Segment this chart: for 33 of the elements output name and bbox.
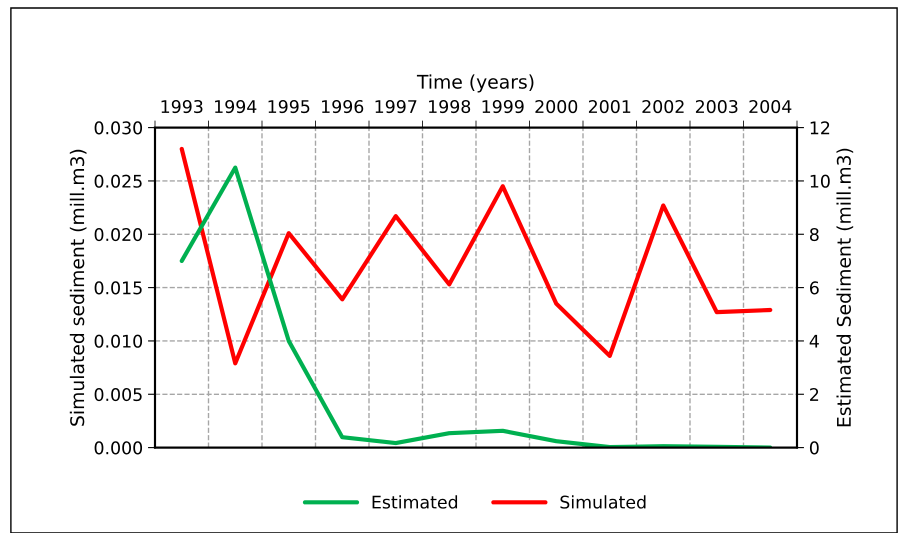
- y-tick-label: 0.005: [94, 388, 142, 402]
- x-tick-label: 1994: [215, 100, 256, 114]
- x-axis-title: Time (years): [416, 74, 534, 92]
- x-tick-label: 1996: [322, 100, 364, 114]
- x-tick-label: 1993: [162, 100, 202, 114]
- y-tick-label: 0.025: [94, 174, 142, 188]
- y2-tick-label: 0: [810, 441, 819, 454]
- y-tick-label: 0.000: [94, 441, 142, 454]
- x-tick-label: 2001: [588, 100, 630, 114]
- y-tick-label: 0.010: [94, 334, 142, 348]
- y2-tick-label: 2: [810, 388, 818, 401]
- line-series: [180, 146, 772, 366]
- x-tick-label: 2004: [749, 100, 792, 114]
- legend-label: Simulated: [560, 495, 646, 509]
- y2-axis-title: Estimated Sediment (mill.m3): [836, 148, 854, 426]
- legend-label: Estimated: [372, 495, 458, 509]
- y2-tick-label: 6: [810, 281, 819, 294]
- x-tick-label: 1998: [429, 100, 470, 114]
- y2-tick-label: 10: [810, 174, 830, 188]
- x-tick-label: 2000: [535, 100, 578, 114]
- y-tick-label: 0.030: [94, 121, 142, 134]
- y-tick-label: 0.020: [94, 228, 142, 242]
- y2-tick-label: 8: [810, 228, 819, 242]
- x-tick-label: 2003: [696, 100, 738, 114]
- line-series: [180, 166, 772, 448]
- y-tick-label: 0.015: [94, 281, 142, 294]
- x-tick-label: 1999: [482, 100, 524, 114]
- x-tick-label: 2002: [642, 100, 684, 114]
- y2-tick-label: 4: [810, 334, 819, 348]
- x-tick-label: 1997: [376, 100, 416, 114]
- y2-tick-label: 12: [810, 121, 830, 134]
- y-axis-title: Simulated sediment (mill.m3): [70, 150, 87, 426]
- x-tick-label: 1995: [268, 100, 310, 114]
